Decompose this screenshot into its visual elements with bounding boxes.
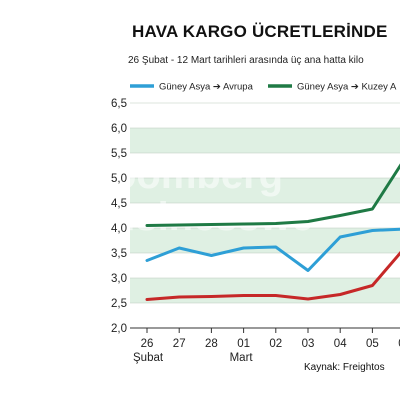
band-0 [130,303,400,328]
band-6 [130,153,400,178]
band-7 [130,128,400,153]
legend-label-1: Güney Asya ➔ Kuzey A [297,82,397,93]
y-tick-label: 5,5 [111,148,127,160]
x-tick-label: 28 [205,338,218,350]
band-2 [130,253,400,278]
x-axis-ticks: 26 Şubat 27 28 01 Mart 02 03 04 05 06 [133,328,400,364]
x-tick-label: 05 [366,338,379,350]
y-tick-label: 6,0 [111,123,127,135]
chart-subtitle: 26 Şubat - 12 Mart tarihleri arasında üç… [128,55,364,66]
x-tick-label: 03 [302,338,315,350]
x-tick-sublabel: Şubat [133,352,164,364]
x-tick-label: 04 [334,338,347,350]
x-tick-sublabel: Mart [230,352,254,364]
x-tick-label: 26 [141,338,154,350]
source-note: Kaynak: Freightos [304,362,385,373]
background-bands [130,103,400,328]
gridlines [130,102,400,329]
x-tick-label: 06 [398,338,400,350]
x-tick-label: 27 [173,338,186,350]
y-axis-ticks: 2,0 2,5 3,0 3,5 4,0 4,5 5,0 5,5 6,0 6,5 [111,98,127,335]
y-tick-label: 2,0 [111,323,127,335]
y-tick-label: 5,0 [111,173,127,185]
series-line-2 [145,251,400,301]
y-tick-label: 3,5 [111,248,127,260]
x-tick-label: 01 [237,338,250,350]
watermark-line-2: Businesswe [82,195,313,239]
y-tick-label: 4,0 [111,223,127,235]
y-tick-label: 3,0 [111,273,127,285]
series-lines [145,163,400,301]
y-tick-label: 4,5 [111,198,127,210]
y-tick-label: 6,5 [111,98,127,110]
watermark: Bloomberg Businesswe [72,153,313,239]
series-line-1 [145,163,400,227]
x-tick-label: 02 [269,338,282,350]
band-5 [130,178,400,203]
band-8 [130,103,400,128]
series-line-0 [145,227,400,272]
chart-title: HAVA KARGO ÜCRETLERİNDE [132,22,388,41]
legend: Güney Asya ➔ Avrupa Güney Asya ➔ Kuzey A [130,82,397,93]
legend-label-0: Güney Asya ➔ Avrupa [159,82,254,93]
watermark-line-1: Bloomberg [72,153,283,197]
y-tick-label: 2,5 [111,298,127,310]
